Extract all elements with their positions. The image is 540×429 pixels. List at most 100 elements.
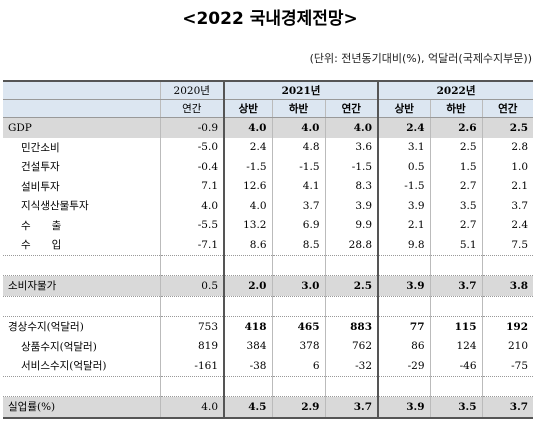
cell-value: 28.8 <box>324 235 379 255</box>
spacer-cell <box>481 375 534 397</box>
spacer-cell <box>271 254 325 276</box>
cell-value: -5.5 <box>159 215 224 235</box>
cell-value: 7.1 <box>159 176 224 196</box>
header-row: 연간 상반 하반 연간 상반 하반 연간 <box>3 99 534 118</box>
cell-value: 7.5 <box>481 235 534 255</box>
spacer-cell <box>3 254 160 276</box>
cell-value: 883 <box>324 316 379 337</box>
header-period: 연간 <box>159 99 224 118</box>
cell-value: 3.7 <box>481 196 534 216</box>
table-row: 상품수지(억달러) 819 384 378 762 86 124 210 <box>3 336 534 356</box>
cell-value: 2.5 <box>481 117 534 138</box>
spacer-cell <box>159 254 224 276</box>
title: <2022 국내경제전망> <box>182 9 358 29</box>
cell-value: 2.5 <box>429 137 483 157</box>
cell-value: 3.9 <box>324 196 379 216</box>
spacer-cell <box>159 295 224 317</box>
cell-value: 4.0 <box>223 196 272 216</box>
spacer-cell <box>271 295 325 317</box>
spacer-row <box>3 295 534 317</box>
cell-value: 115 <box>429 316 483 337</box>
cell-value: 4.8 <box>271 137 325 157</box>
header-cell <box>3 99 160 118</box>
cell-value: -0.4 <box>159 157 224 177</box>
spacer-cell <box>481 254 534 276</box>
spacer-cell <box>3 295 160 317</box>
spacer-cell <box>223 295 272 317</box>
forecast-table: 2020년 2021년 2022년 연간 상반 하반 연간 상반 하반 연간 GDP -0.9… <box>3 80 534 419</box>
cell-value: 384 <box>223 336 272 356</box>
header-row: 2020년 2021년 2022년 <box>3 80 534 100</box>
cell-value: -1.5 <box>271 157 325 177</box>
table-row: 지식생산물투자 4.0 4.0 3.7 3.9 3.9 3.5 3.7 <box>3 196 534 216</box>
cell-value: 8.5 <box>271 235 325 255</box>
cell-value: 1.0 <box>481 157 534 177</box>
cell-value: 3.8 <box>481 275 534 296</box>
cell-value: 2.7 <box>429 176 483 196</box>
cell-value: 2.6 <box>429 117 483 138</box>
spacer-cell <box>324 375 379 397</box>
header-year: 2021년 <box>222 80 379 100</box>
cell-value: 3.7 <box>271 196 325 216</box>
spacer-row <box>3 375 534 397</box>
cell-value: 4.0 <box>159 396 224 419</box>
cell-value: -1.5 <box>324 157 379 177</box>
header-period: 상반 <box>377 99 431 118</box>
cell-value: -32 <box>324 356 379 376</box>
spacer-cell <box>429 375 483 397</box>
cell-value: 2.4 <box>223 137 272 157</box>
spacer-row <box>3 254 534 276</box>
cell-value: 3.9 <box>377 196 431 216</box>
spacer-cell <box>429 295 483 317</box>
cell-value: 6.9 <box>271 215 325 235</box>
cell-value: -0.9 <box>159 117 224 138</box>
cell-value: 3.6 <box>324 137 379 157</box>
cell-value: -7.1 <box>159 235 224 255</box>
cell-value: 3.5 <box>429 196 483 216</box>
cell-value: 2.8 <box>481 137 534 157</box>
cell-value: 3.7 <box>481 396 534 419</box>
cell-value: 0.5 <box>377 157 431 177</box>
table-row: 설비투자 7.1 12.6 4.1 8.3 -1.5 2.7 2.1 <box>3 176 534 196</box>
cell-value: -1.5 <box>377 176 431 196</box>
cell-value: 2.4 <box>481 215 534 235</box>
row-label: GDP <box>3 117 160 138</box>
spacer-cell <box>377 254 431 276</box>
cell-value: 86 <box>377 336 431 356</box>
table-row: 건설투자 -0.4 -1.5 -1.5 -1.5 0.5 1.5 1.0 <box>3 157 534 177</box>
unit-note: (단위: 전년동기대비(%), 억달러(국제수지부문)) <box>309 52 532 65</box>
cell-value: -5.0 <box>159 137 224 157</box>
cell-value: 3.5 <box>429 396 483 419</box>
cell-value: 465 <box>271 316 325 337</box>
spacer-cell <box>377 295 431 317</box>
table-row: 수 입 -7.1 8.6 8.5 28.8 9.8 5.1 7.5 <box>3 235 534 255</box>
table-row: 실업률(%) 4.0 4.5 2.9 3.7 3.9 3.5 3.7 <box>3 396 534 419</box>
cell-value: 4.0 <box>324 117 379 138</box>
cell-value: 8.6 <box>223 235 272 255</box>
table-row: 민간소비 -5.0 2.4 4.8 3.6 3.1 2.5 2.8 <box>3 137 534 157</box>
cell-value: 2.5 <box>324 275 379 296</box>
cell-value: 3.1 <box>377 137 431 157</box>
cell-value: 13.2 <box>223 215 272 235</box>
cell-value: 210 <box>481 336 534 356</box>
header-cell <box>3 80 160 100</box>
spacer-cell <box>377 375 431 397</box>
table-row: 경상수지(억달러) 753 418 465 883 77 115 192 <box>3 316 534 337</box>
cell-value: 0.5 <box>159 275 224 296</box>
cell-value: 762 <box>324 336 379 356</box>
cell-value: 8.3 <box>324 176 379 196</box>
cell-value: -75 <box>481 356 534 376</box>
table-row: 수 출 -5.5 13.2 6.9 9.9 2.1 2.7 2.4 <box>3 215 534 235</box>
cell-value: 9.8 <box>377 235 431 255</box>
cell-value: 77 <box>377 316 431 337</box>
cell-value: -46 <box>429 356 483 376</box>
spacer-cell <box>324 295 379 317</box>
cell-value: 2.1 <box>377 215 431 235</box>
cell-value: 4.1 <box>271 176 325 196</box>
spacer-cell <box>271 375 325 397</box>
row-label: 수 출 <box>21 219 62 232</box>
cell-value: 3.7 <box>324 396 379 419</box>
header-period: 상반 <box>223 99 272 118</box>
spacer-cell <box>159 375 224 397</box>
spacer-cell <box>429 254 483 276</box>
